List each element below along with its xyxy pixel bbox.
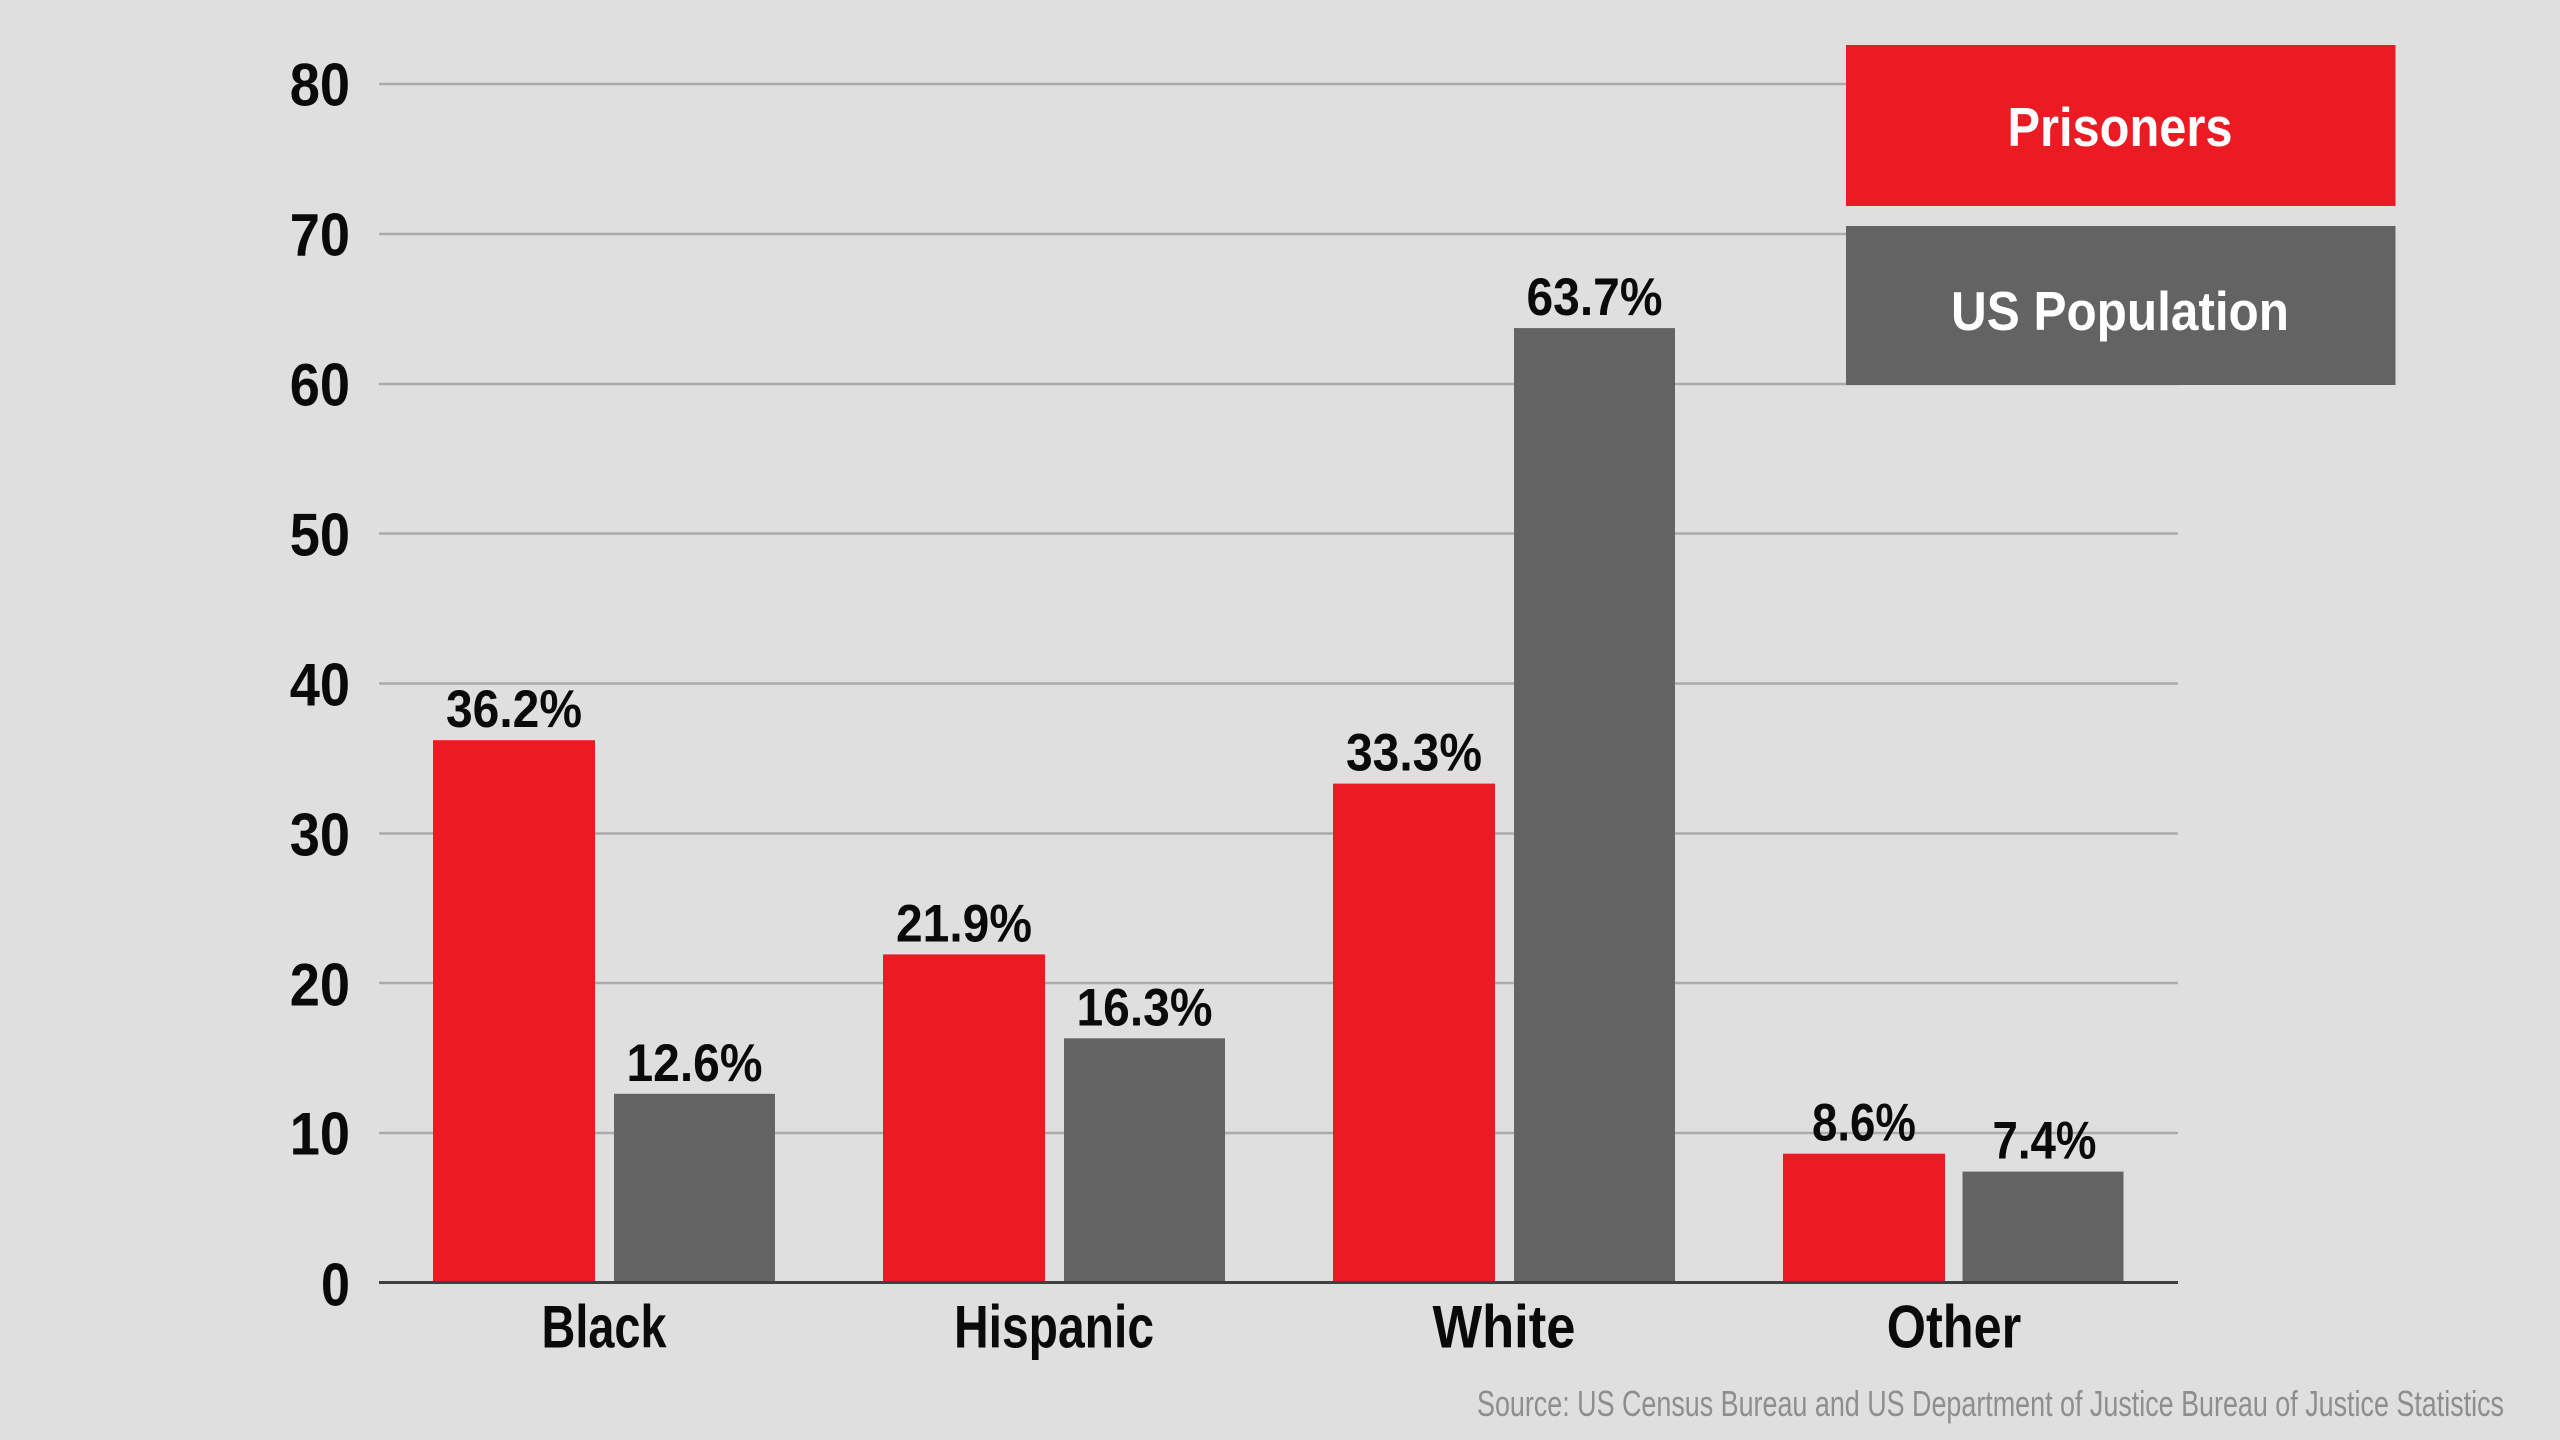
svg-text:40: 40 [290, 652, 350, 719]
svg-text:8.6%: 8.6% [1812, 1094, 1916, 1153]
svg-text:US Population: US Population [1951, 280, 2289, 342]
svg-text:21.9%: 21.9% [896, 894, 1032, 953]
svg-text:10: 10 [290, 1101, 350, 1168]
svg-text:Other: Other [1887, 1294, 2022, 1361]
svg-text:Hispanic: Hispanic [954, 1294, 1154, 1361]
svg-text:63.7%: 63.7% [1527, 268, 1663, 327]
svg-text:16.3%: 16.3% [1077, 978, 1213, 1037]
svg-text:70: 70 [290, 202, 350, 269]
svg-text:12.6%: 12.6% [627, 1034, 763, 1093]
svg-text:Black: Black [542, 1294, 667, 1361]
svg-text:White: White [1433, 1294, 1576, 1361]
svg-text:7.4%: 7.4% [1993, 1112, 2097, 1171]
svg-text:50: 50 [290, 502, 350, 569]
svg-text:60: 60 [290, 352, 350, 419]
svg-text:80: 80 [290, 52, 350, 119]
svg-text:Source: US Census Bureau and U: Source: US Census Bureau and US Departme… [1477, 1383, 2504, 1424]
svg-text:36.2%: 36.2% [446, 680, 582, 739]
svg-text:20: 20 [290, 952, 350, 1019]
svg-text:30: 30 [290, 802, 350, 869]
svg-text:0: 0 [321, 1252, 350, 1319]
svg-text:33.3%: 33.3% [1346, 724, 1482, 783]
svg-text:Prisoners: Prisoners [2008, 96, 2233, 158]
